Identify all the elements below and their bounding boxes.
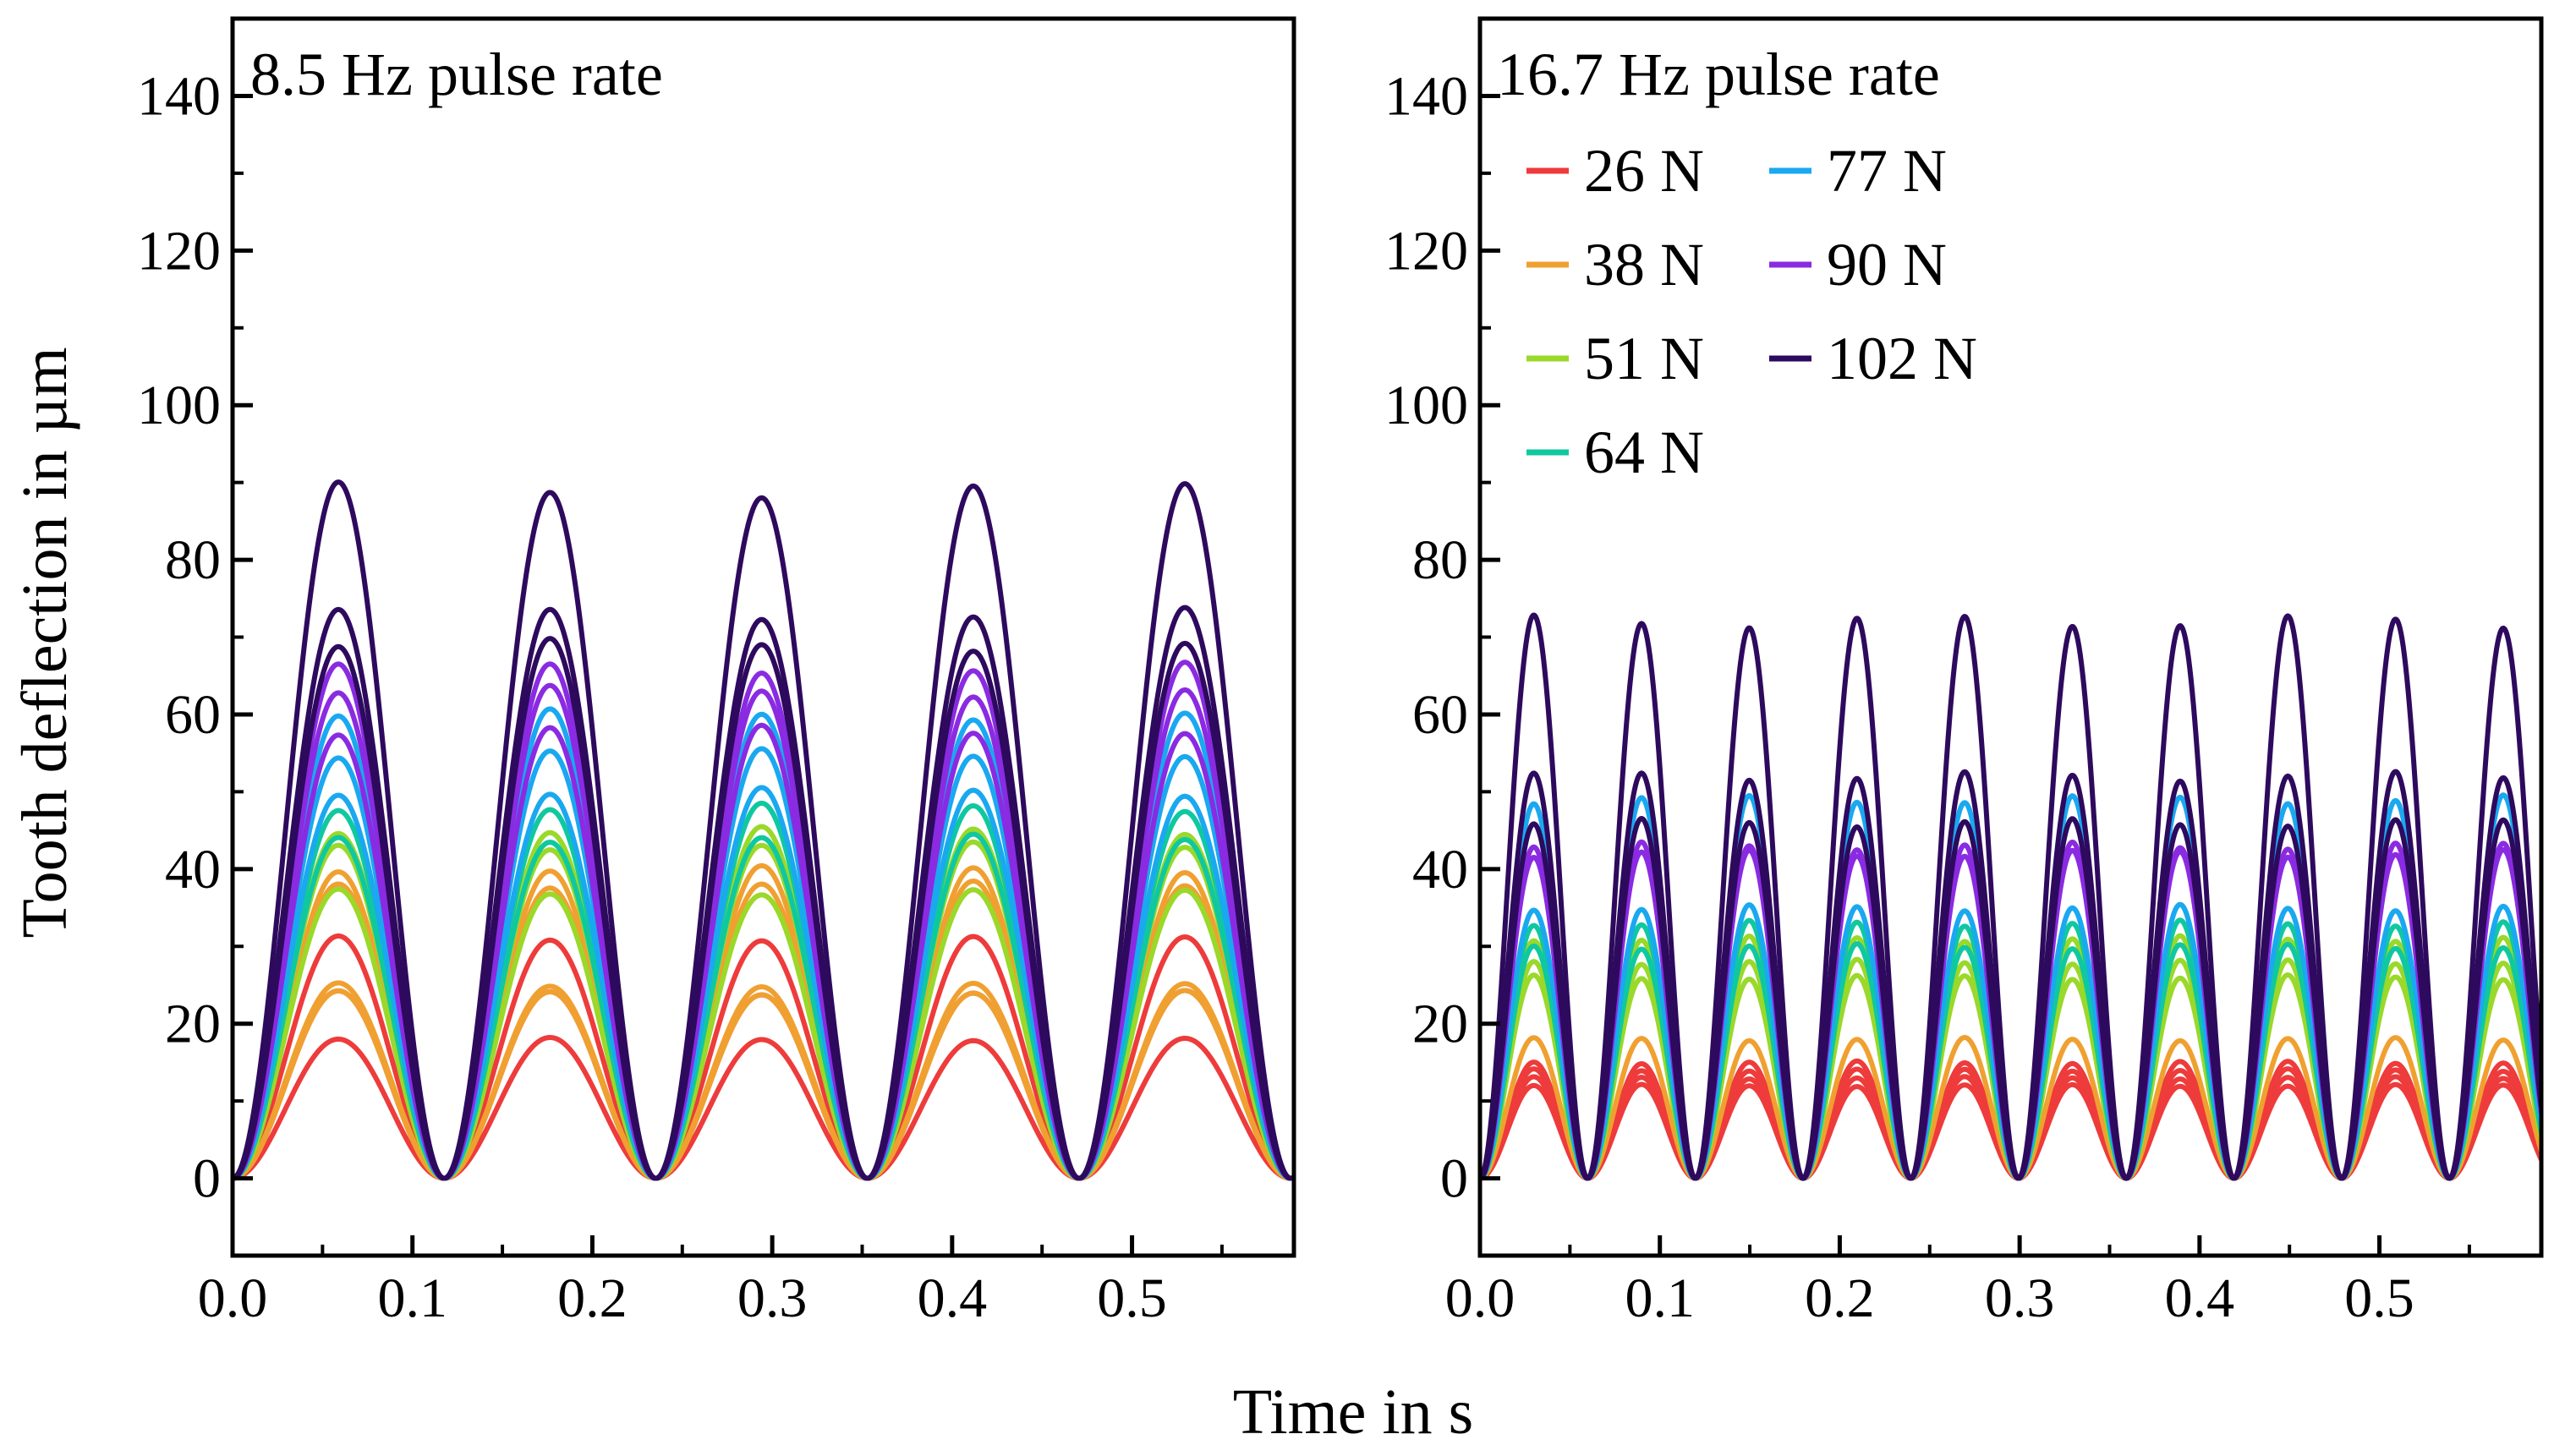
curves-0 — [233, 479, 1294, 1181]
y-tick-label: 0 — [193, 1148, 221, 1210]
x-tick-label: 0.4 — [2165, 1267, 2235, 1329]
y-tick-label: 60 — [1412, 684, 1468, 746]
y-tick-label: 100 — [137, 375, 221, 436]
x-tick-label: 0.5 — [2344, 1267, 2414, 1329]
y-tick-label: 40 — [1412, 839, 1468, 900]
y-tick-label: 20 — [1412, 993, 1468, 1055]
panel-title: 8.5 Hz pulse rate — [250, 41, 663, 108]
panel-title: 16.7 Hz pulse rate — [1497, 41, 1940, 108]
series-26n-curve — [233, 1035, 1294, 1181]
x-tick-label: 0.2 — [557, 1267, 628, 1329]
x-tick-label: 0.4 — [918, 1267, 988, 1329]
x-tick-label: 0.3 — [1985, 1267, 2055, 1329]
panel-right: 0 20 40 60 80 100 120 140 0.0 0.1 0.2 0.3 0.4 0.5 16.7… — [1384, 16, 2544, 1329]
y-axis-title: Tooth deflection in µm — [9, 347, 80, 938]
x-axis-title: Time in s — [1233, 1377, 1473, 1448]
series-102n-curve — [233, 479, 1294, 1181]
legend-label: 38 N — [1584, 231, 1704, 298]
y-tick-label: 80 — [165, 529, 221, 591]
curves-1 — [1480, 612, 2541, 1181]
y-tick-label: 20 — [165, 993, 221, 1055]
y-tick-label: 100 — [1384, 375, 1468, 436]
x-tick-label: 0.0 — [198, 1267, 268, 1329]
x-tick-label: 0.1 — [377, 1267, 447, 1329]
legend-label: 51 N — [1584, 325, 1704, 392]
x-tick-label: 0.2 — [1805, 1267, 1875, 1329]
legend-label: 90 N — [1827, 231, 1947, 298]
panel-left: 0 20 40 60 80 100 120 140 0.0 0.1 0.2 0.3 0.4 0.5 8.5 … — [137, 16, 1296, 1329]
y-tick-label: 0 — [1440, 1148, 1468, 1210]
legend: 26 N 38 N 51 N 64 N 77 N 90 N 102 N — [1526, 137, 1977, 486]
x-tick-label: 0.1 — [1625, 1267, 1695, 1329]
legend-label: 102 N — [1827, 325, 1977, 392]
series-102n-curve — [233, 605, 1294, 1181]
y-tick-label: 40 — [165, 839, 221, 900]
x-tick-label: 0.5 — [1097, 1267, 1167, 1329]
y-tick-label: 120 — [1384, 220, 1468, 282]
legend-label: 26 N — [1584, 137, 1704, 205]
series-26n-curve — [233, 933, 1294, 1181]
x-tick-label: 0.3 — [737, 1267, 808, 1329]
legend-label: 64 N — [1584, 419, 1704, 486]
y-tick-label: 140 — [137, 65, 221, 127]
series-102n-curve — [1480, 612, 2541, 1181]
x-tick-label: 0.0 — [1445, 1267, 1515, 1329]
series-38n-curve — [233, 980, 1294, 1181]
y-tick-label: 120 — [137, 220, 221, 282]
y-tick-label: 140 — [1384, 65, 1468, 127]
y-tick-label: 60 — [165, 684, 221, 746]
legend-label: 77 N — [1827, 137, 1947, 205]
y-tick-label: 80 — [1412, 529, 1468, 591]
